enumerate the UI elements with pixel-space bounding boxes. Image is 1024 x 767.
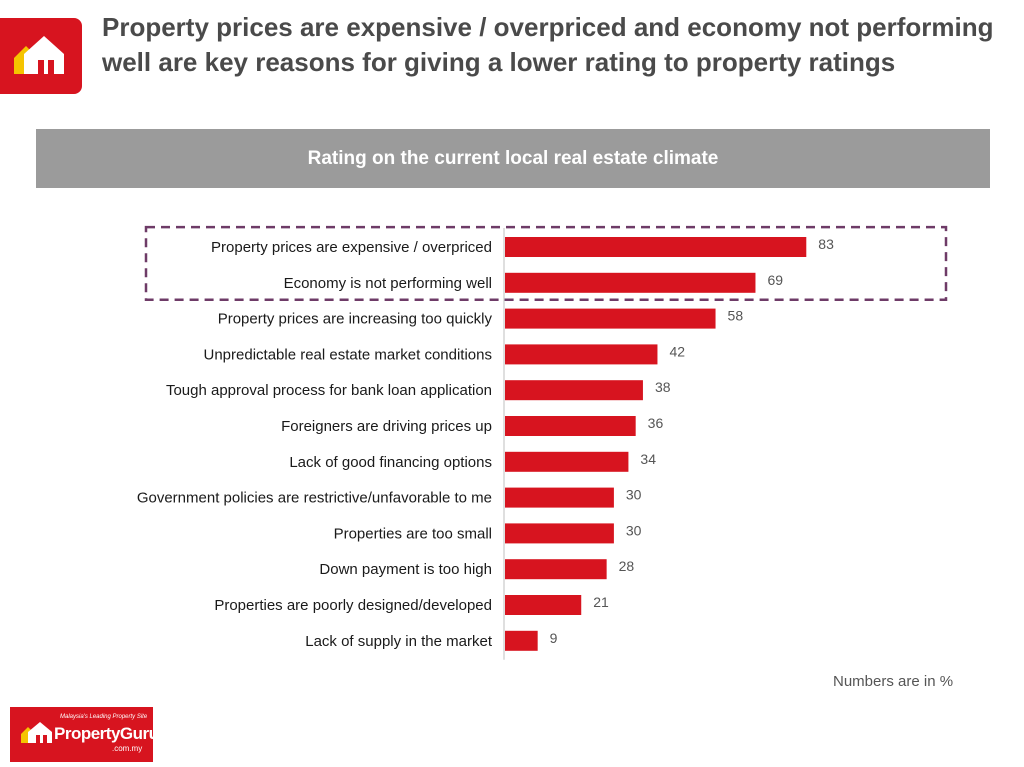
bar <box>505 237 807 257</box>
house-icon <box>14 36 64 74</box>
house-icon <box>21 722 52 743</box>
value-label: 30 <box>626 522 642 538</box>
value-label: 34 <box>640 451 656 467</box>
value-label: 28 <box>619 558 635 574</box>
category-label: Foreigners are driving prices up <box>281 418 492 435</box>
bar <box>505 595 582 615</box>
value-label: 9 <box>550 630 558 646</box>
bar <box>505 451 629 472</box>
logo-badge <box>0 18 82 94</box>
page-title: Property prices are expensive / overpric… <box>102 12 994 77</box>
logo-tagline: Malaysia's Leading Property Site <box>60 714 148 720</box>
category-label: Economy is not performing well <box>284 275 492 292</box>
value-label: 83 <box>818 236 834 252</box>
units-note: Numbers are in % <box>833 673 954 690</box>
chart-banner: Rating on the current local real estate … <box>36 129 990 188</box>
bar <box>505 559 607 580</box>
logo-domain: .com.my <box>112 744 143 753</box>
category-label: Property prices are increasing too quick… <box>218 311 493 328</box>
logo-brand: PropertyGuru <box>54 724 159 743</box>
category-label: Properties are poorly designed/developed <box>214 597 492 614</box>
value-label: 36 <box>648 415 664 431</box>
category-label: Lack of good financing options <box>289 454 492 471</box>
value-label: 58 <box>728 308 744 324</box>
category-label: Government policies are restrictive/unfa… <box>137 490 492 507</box>
category-label: Unpredictable real estate market conditi… <box>204 346 493 363</box>
bar <box>505 487 614 508</box>
bar <box>505 380 643 401</box>
bar <box>505 272 756 293</box>
bar <box>505 308 716 329</box>
category-label: Down payment is too high <box>319 561 492 578</box>
value-label: 42 <box>669 343 685 359</box>
bar <box>505 344 658 365</box>
bar <box>505 630 538 651</box>
category-label: Tough approval process for bank loan app… <box>166 382 492 399</box>
bar <box>505 416 636 436</box>
category-label: Lack of supply in the market <box>305 633 493 650</box>
value-label: 30 <box>626 487 642 503</box>
category-label: Property prices are expensive / overpric… <box>211 239 492 256</box>
value-label: 38 <box>655 379 671 395</box>
value-label: 69 <box>767 272 783 288</box>
category-label: Properties are too small <box>334 525 492 542</box>
bar-chart: Property prices are expensive / overpric… <box>137 225 948 660</box>
bar <box>505 523 614 544</box>
brand-logo: Malaysia's Leading Property Site Propert… <box>10 707 159 762</box>
value-label: 21 <box>593 594 609 610</box>
